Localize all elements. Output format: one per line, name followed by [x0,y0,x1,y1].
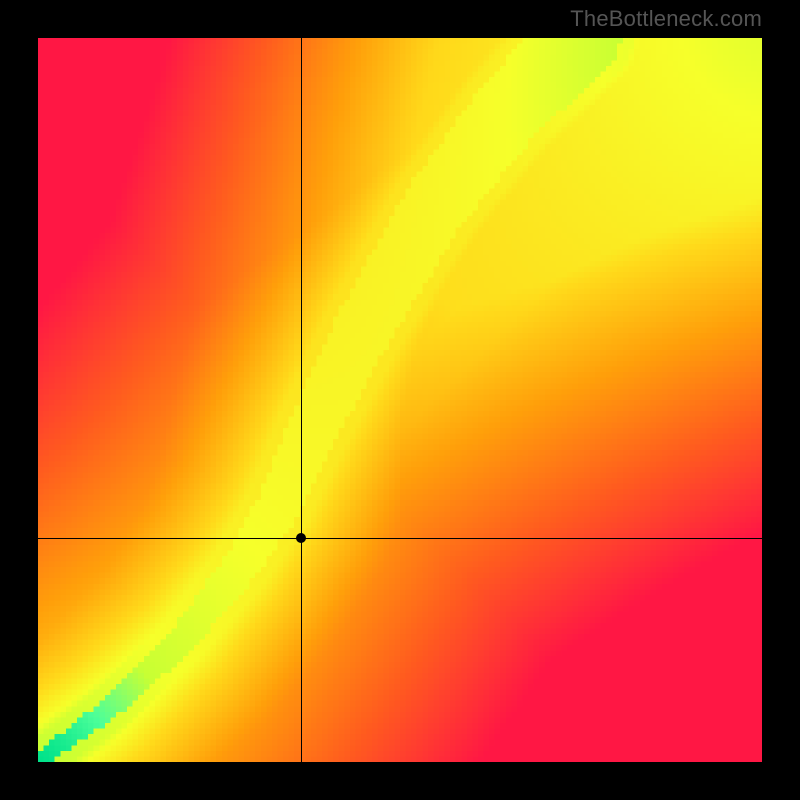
watermark-text: TheBottleneck.com [570,6,762,32]
heatmap-canvas [38,38,762,762]
heatmap-plot [38,38,762,762]
crosshair-marker [296,533,306,543]
crosshair-vertical [301,38,302,762]
crosshair-horizontal [38,538,762,539]
